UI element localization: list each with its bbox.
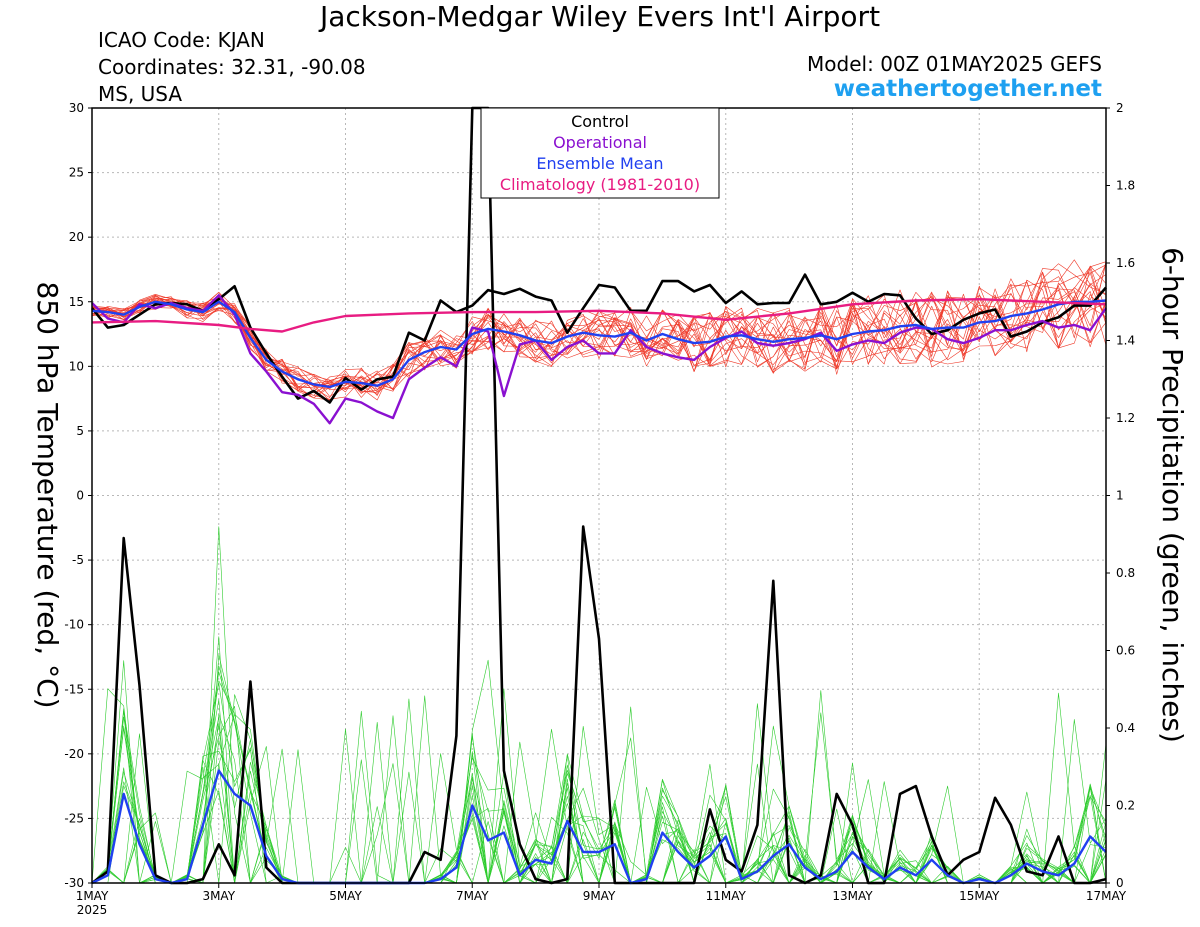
x-tick-label: 1MAY xyxy=(76,889,109,903)
x-tick-label: 15MAY xyxy=(959,889,1000,903)
coordinates: Coordinates: 32.31, -90.08 xyxy=(98,55,366,79)
y-right-tick-label: 1.2 xyxy=(1116,411,1135,425)
y-axis-left-label: 850 hPa Temperature (red, °C) xyxy=(31,281,64,708)
y-left-tick-label: -20 xyxy=(64,747,84,761)
x-tick-label: 5MAY xyxy=(329,889,362,903)
x-tick-label: 13MAY xyxy=(832,889,873,903)
temp-operational-line xyxy=(91,294,1107,425)
site-brand: weathertogether.net xyxy=(833,76,1102,102)
y-left-tick-label: 5 xyxy=(76,424,84,438)
y-left-tick-label: 20 xyxy=(69,230,84,244)
y-left-tick-label: -25 xyxy=(64,811,84,825)
legend-operational: Operational xyxy=(553,133,647,152)
temp-member-line xyxy=(91,274,1107,396)
y-right-tick-label: 0.8 xyxy=(1116,566,1135,580)
temp-member-line xyxy=(91,263,1107,394)
y-right-tick-label: 1.4 xyxy=(1116,334,1135,348)
legend: Control Operational Ensemble Mean Climat… xyxy=(480,107,720,199)
y-left-tick-label: 10 xyxy=(69,359,84,373)
legend-climatology: Climatology (1981-2010) xyxy=(500,175,700,194)
icao-code: ICAO Code: KJAN xyxy=(98,28,265,52)
y-left-tick-label: 15 xyxy=(69,295,84,309)
y-axis-right-label: 6-hour Precipitation (green, inches) xyxy=(1156,247,1189,743)
y-left-tick-label: 25 xyxy=(69,166,84,180)
temp-ensemble_mean-line xyxy=(91,299,1107,389)
legend-ensemble-mean: Ensemble Mean xyxy=(536,154,663,173)
y-right-tick-label: 1.8 xyxy=(1116,179,1135,193)
x-tick-label: 7MAY xyxy=(456,889,489,903)
y-right-tick-label: 1 xyxy=(1116,489,1124,503)
axis-ticks: -30-25-20-15-10-505101520253000.20.40.60… xyxy=(64,101,1135,917)
y-left-tick-label: -15 xyxy=(64,682,84,696)
y-left-tick-label: -5 xyxy=(72,553,84,567)
x-tick-label: 3MAY xyxy=(202,889,235,903)
x-tick-sublabel: 2025 xyxy=(77,903,108,917)
model-run: Model: 00Z 01MAY2025 GEFS xyxy=(807,52,1102,76)
legend-control: Control xyxy=(571,112,629,131)
x-tick-label: 11MAY xyxy=(706,889,747,903)
precip-ensemble_mean-line xyxy=(91,769,1107,885)
precip-control-line xyxy=(91,106,1107,885)
y-right-tick-label: 0 xyxy=(1116,876,1124,890)
legend-box xyxy=(480,107,720,199)
y-right-tick-label: 1.6 xyxy=(1116,256,1135,270)
temp-climatology-line xyxy=(91,298,1107,333)
page-title: Jackson-Medgar Wiley Evers Int'l Airport xyxy=(319,0,881,33)
precip-member-line xyxy=(92,714,1107,884)
y-left-tick-label: 0 xyxy=(76,489,84,503)
y-left-tick-label: -30 xyxy=(64,876,84,890)
y-left-tick-label: -10 xyxy=(64,618,84,632)
main-series xyxy=(90,106,1107,885)
x-tick-label: 9MAY xyxy=(583,889,616,903)
y-left-tick-label: 30 xyxy=(69,101,84,115)
region: MS, USA xyxy=(98,82,183,106)
temp-member-line xyxy=(91,271,1107,401)
y-right-tick-label: 0.6 xyxy=(1116,644,1135,658)
y-right-tick-label: 0.4 xyxy=(1116,721,1135,735)
grid-lines xyxy=(92,108,1106,883)
y-right-tick-label: 2 xyxy=(1116,101,1124,115)
y-right-tick-label: 0.2 xyxy=(1116,799,1135,813)
x-tick-label: 17MAY xyxy=(1086,889,1127,903)
